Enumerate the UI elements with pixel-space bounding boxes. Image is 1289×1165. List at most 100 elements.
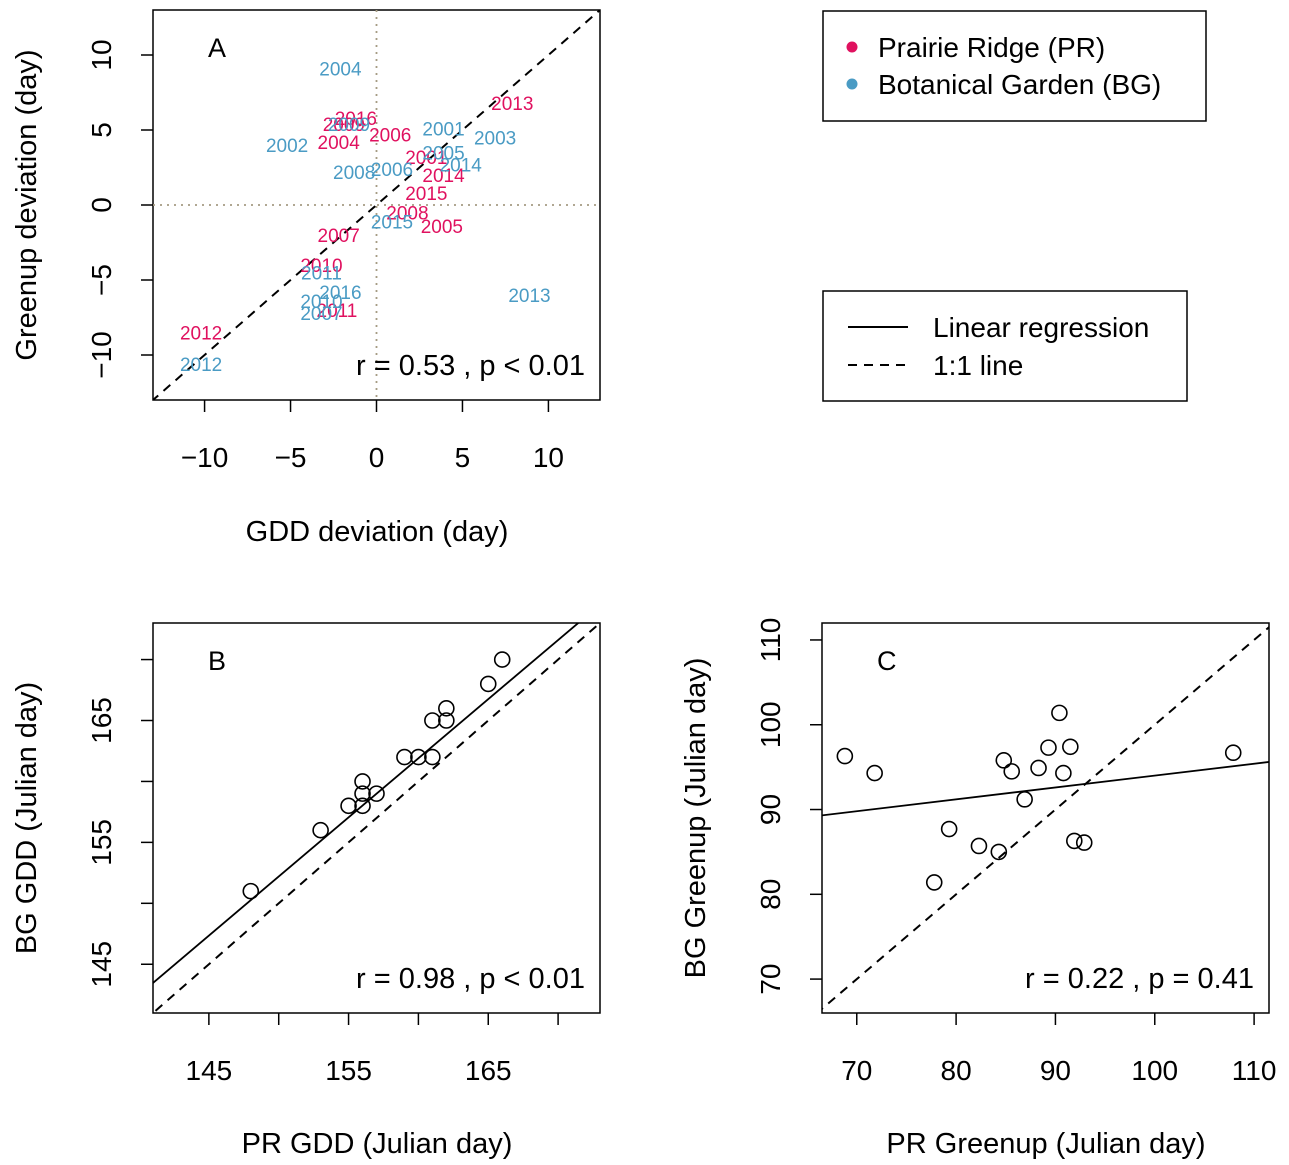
y-tick-label: 165 [86, 697, 117, 744]
data-point [354, 773, 371, 790]
year-label-point: 2008 [386, 204, 428, 225]
year-label-point: 2003 [474, 129, 516, 150]
x-tick-label: 165 [465, 1055, 512, 1086]
year-label-point: 2010 [300, 256, 342, 277]
year-label-point: 2009 [328, 115, 370, 136]
panel-b-y-axis-label: BG GDD (Julian day) [11, 682, 43, 954]
legend-label-regression: Linear regression [933, 312, 1149, 343]
y-tick-label: 100 [755, 701, 786, 748]
legend-label-pr: Prairie Ridge (PR) [878, 32, 1105, 63]
year-label-point: 2006 [371, 160, 413, 181]
legend-label-bg: Botanical Garden (BG) [878, 69, 1161, 100]
one-to-one-line [822, 625, 1269, 1011]
one-to-one-line [153, 623, 600, 1013]
year-label-point: 2016 [319, 283, 361, 304]
data-point [1055, 764, 1072, 782]
data-point [866, 764, 883, 782]
data-point [340, 797, 357, 815]
panel-c: 70 80 90 100 110 70 80 90 100 110 C r = 0.22 , p … [680, 618, 1276, 1160]
data-point [438, 712, 455, 729]
panel-b-plot-frame [152, 622, 601, 1014]
panel-b-x-axis-label: PR GDD (Julian day) [242, 1128, 513, 1160]
y-tick-label: 90 [755, 794, 786, 825]
y-tick-label: 5 [86, 122, 117, 138]
panel-b-stat: r = 0.98 , p < 0.01 [356, 963, 585, 995]
data-point [493, 651, 511, 668]
y-tick-label: 80 [755, 879, 786, 910]
year-label-point: 2001 [422, 120, 464, 141]
legend-lines: Linear regression 1:1 line [822, 290, 1188, 402]
panel-a-stat: r = 0.53 , p < 0.01 [356, 350, 585, 382]
panel-c-stat: r = 0.22 , p = 0.41 [1025, 963, 1254, 995]
legend-label-one-to-one: 1:1 line [933, 350, 1023, 381]
y-tick-label: 145 [86, 941, 117, 988]
x-tick-label: 0 [369, 442, 385, 473]
year-label-point: 2005 [421, 217, 463, 238]
year-label-point: 2013 [508, 286, 550, 307]
y-tick-label: −5 [86, 264, 117, 296]
year-label-point: 2011 [301, 264, 342, 285]
panel-a-ticks: −10 −5 0 5 10 −10 −5 0 5 10 [86, 39, 564, 473]
year-label-point: 2010 [300, 292, 342, 313]
data-point [1062, 738, 1079, 756]
data-point [836, 747, 854, 765]
y-tick-label: 70 [755, 964, 786, 995]
data-point [995, 752, 1013, 769]
data-point [424, 748, 441, 766]
panel-a-x-axis-label: GDD deviation (day) [246, 516, 509, 548]
panel-b-plot-area [153, 623, 600, 1013]
data-point [990, 843, 1008, 861]
data-point [479, 675, 497, 693]
year-label-point: 2013 [491, 94, 533, 115]
panel-c-plot-frame [821, 622, 1270, 1014]
x-tick-label: 155 [325, 1055, 372, 1086]
year-label-point: 2015 [371, 213, 413, 234]
data-point [1016, 791, 1033, 808]
year-label-point: 2009 [323, 115, 365, 136]
data-point [1224, 744, 1242, 762]
panel-c-ticks: 70 80 90 100 110 70 80 90 100 110 [755, 618, 1276, 1086]
legend-sites: Prairie Ridge (PR) Botanical Garden (BG) [822, 10, 1207, 122]
data-point [1066, 832, 1083, 850]
data-point [242, 882, 260, 900]
legend-marker-pr [846, 41, 858, 53]
x-tick-label: 90 [1040, 1055, 1071, 1086]
x-tick-label: 110 [1232, 1055, 1277, 1086]
year-label-point: 2016 [335, 109, 377, 130]
legend-marker-bg [846, 78, 858, 90]
panel-a-y-axis-label: Greenup deviation (day) [11, 49, 43, 360]
data-point [1040, 739, 1057, 756]
regression-line [822, 761, 1269, 817]
year-label-point: 2008 [333, 163, 375, 184]
year-label-point: 2004 [318, 133, 361, 154]
legend-sites-box [822, 10, 1207, 122]
y-tick-label: 110 [755, 618, 786, 663]
x-tick-label: 70 [841, 1055, 872, 1086]
y-tick-label: 155 [86, 819, 117, 866]
data-point [438, 700, 455, 717]
y-tick-label: 0 [86, 197, 117, 213]
year-label-point: 2001 [405, 148, 447, 169]
panel-a-label: A [208, 33, 226, 63]
regression-line [153, 623, 580, 985]
panel-b: 145 155 165 145 155 165 B r = 0.98 , p < 0.01… [11, 622, 601, 1160]
panel-c-label: C [877, 646, 897, 676]
year-label-point: 2014 [422, 166, 465, 187]
data-point [410, 748, 427, 766]
year-label-point: 2007 [300, 304, 342, 325]
data-point [1003, 763, 1021, 780]
data-point [940, 820, 958, 838]
y-tick-label: 10 [86, 39, 117, 70]
data-point [925, 874, 943, 891]
y-tick-label: −10 [86, 331, 117, 379]
year-label-point: 2015 [405, 184, 447, 205]
data-point [970, 837, 988, 855]
year-label-point: 2004 [319, 60, 362, 81]
panel-b-ticks: 145 155 165 145 155 165 [86, 658, 559, 1086]
panel-c-plot-area [822, 625, 1269, 1011]
data-point [354, 797, 371, 815]
legend-lines-box [822, 290, 1188, 402]
